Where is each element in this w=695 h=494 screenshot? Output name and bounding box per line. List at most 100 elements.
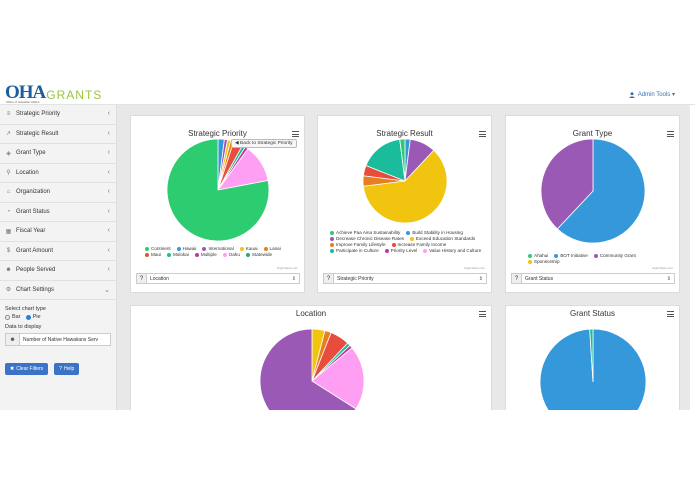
- legend-item[interactable]: Achieve Paa Aina Sustainability: [330, 230, 400, 236]
- legend-item[interactable]: Hawaii: [176, 246, 196, 252]
- legend-item[interactable]: Lanai: [263, 246, 281, 252]
- pie-slice-community-grant[interactable]: [540, 138, 594, 230]
- logo-grants-text: GRANTS: [46, 88, 103, 102]
- legend-label: Increase Family Income: [397, 242, 447, 247]
- pie-chart[interactable]: [539, 328, 647, 410]
- back-to-strategic-priority-button[interactable]: ◀ Back to Strategic Priority: [231, 139, 297, 148]
- legend-label: Statewide: [251, 252, 273, 257]
- legend-item[interactable]: Multiple: [194, 252, 217, 258]
- legend-label: Continent: [151, 246, 171, 251]
- legend-item[interactable]: Exceed Education Standards: [409, 236, 476, 242]
- pie-radio[interactable]: [25, 314, 31, 320]
- legend-label: Oahu: [228, 252, 240, 257]
- legend-item[interactable]: Continent: [145, 246, 171, 252]
- legend-label: BOT Initiative: [560, 253, 588, 258]
- legend-swatch: [245, 253, 250, 257]
- sidebar-item-organization[interactable]: ⌂ Organization ‹: [0, 183, 116, 203]
- question-icon: ?: [59, 366, 62, 372]
- legend-label: Improve Family Lifestyle: [336, 242, 386, 247]
- help-button[interactable]: ? Help: [54, 363, 80, 375]
- chart-menu-icon[interactable]: [667, 311, 674, 317]
- pie-chart[interactable]: [259, 328, 365, 410]
- users-icon: ☻: [5, 267, 12, 274]
- map-marker-icon: ⚲: [6, 170, 11, 177]
- legend-item[interactable]: BOT Initiative: [554, 253, 588, 259]
- legend-item[interactable]: Participate in Culture: [330, 248, 379, 254]
- sidebar-item-strategic-priority[interactable]: ≡ Strategic Priority ‹: [0, 105, 116, 125]
- sidebar-item-fiscal-year[interactable]: ▦ Fiscal Year ‹: [0, 222, 116, 242]
- legend-item[interactable]: Improve Family Lifestyle: [330, 242, 386, 248]
- admin-tools-menu[interactable]: Admin Tools ▾: [628, 91, 675, 98]
- clear-filters-button[interactable]: ✖ Clear Filters: [5, 363, 49, 375]
- pie-chart[interactable]: [166, 138, 270, 242]
- legend-swatch: [384, 249, 389, 253]
- legend-label: Multiple: [200, 252, 217, 257]
- help-question-button[interactable]: ?: [323, 273, 334, 284]
- chart-menu-icon[interactable]: [292, 131, 299, 137]
- data-display-label: Data to display: [5, 324, 42, 330]
- chart-menu-icon[interactable]: [479, 131, 486, 137]
- legend-label: Exceed Education Standards: [415, 236, 476, 241]
- sidebar-item-grant-amount[interactable]: $ Grant Amount ‹: [0, 242, 116, 261]
- location-card: Location: [130, 305, 492, 410]
- back-button-label: Back to Strategic Priority: [240, 141, 293, 146]
- chevron-left-icon: ‹: [107, 227, 110, 234]
- chevron-left-icon: ‹: [107, 168, 110, 176]
- legend-item[interactable]: Statewide: [245, 252, 273, 258]
- pie-slice-hawaii[interactable]: [259, 328, 357, 410]
- legend-item[interactable]: Kauai: [239, 246, 258, 252]
- sidebar-item-label: Organization: [16, 189, 51, 196]
- legend-item[interactable]: Community Grant: [593, 253, 636, 259]
- sidebar-item-location[interactable]: ⚲ Location ‹: [0, 164, 116, 183]
- help-question-button[interactable]: ?: [136, 273, 147, 284]
- chevron-left-icon: ‹: [107, 207, 110, 215]
- help-question-button[interactable]: ?: [511, 273, 522, 284]
- drilldown-select[interactable]: Grant Status ⇕: [522, 273, 675, 284]
- oha-grants-logo[interactable]: OHA GRANTS: [5, 83, 103, 102]
- legend-item[interactable]: Decrease Chronic Disease Rates: [330, 236, 404, 242]
- sidebar-item-chart-settings[interactable]: ⚙ Chart Settings ⌄: [0, 281, 116, 300]
- grant-status-card: Grant Status: [505, 305, 680, 410]
- top-bar: [0, 78, 695, 105]
- pie-chart[interactable]: [540, 138, 646, 244]
- legend-item[interactable]: Priority Level: [384, 248, 417, 254]
- chevron-left-icon: ‹: [107, 266, 110, 273]
- pie-slice-exceed-education-standards[interactable]: [362, 149, 448, 224]
- legend-swatch: [330, 231, 334, 235]
- sidebar-item-grant-type[interactable]: ◈ Grant Type ‹: [0, 144, 116, 164]
- legend-swatch: [409, 237, 414, 241]
- sidebar-item-grant-status[interactable]: ◔ Grant Status ‹: [0, 203, 116, 222]
- pie-slice-oahu[interactable]: [311, 347, 365, 410]
- data-display-select[interactable]: Number of Native Hawaiians Serv: [20, 333, 111, 346]
- legend-item[interactable]: Increase Family Income: [391, 242, 447, 248]
- legend-item[interactable]: Ahahui: [528, 253, 548, 259]
- pie-slice-closed[interactable]: [589, 328, 594, 383]
- legend-swatch: [391, 243, 396, 247]
- sidebar-item-strategic-result[interactable]: ↗ Strategic Result ‹: [0, 125, 116, 144]
- legend-item[interactable]: Build Stability in Housing: [406, 230, 463, 236]
- pie-slice-bot-initiative[interactable]: [556, 138, 646, 244]
- legend-item[interactable]: Oahu: [222, 252, 240, 258]
- pie-slice-continent[interactable]: [166, 138, 270, 242]
- drilldown-select[interactable]: Location ⇕: [147, 273, 300, 284]
- chart-menu-icon[interactable]: [479, 311, 486, 317]
- legend-item[interactable]: Value History and Culture: [423, 248, 481, 254]
- legend-swatch: [330, 237, 334, 241]
- chart-menu-icon[interactable]: [667, 131, 674, 137]
- legend-item[interactable]: Maui: [145, 252, 161, 258]
- legend-item[interactable]: Molokai: [166, 252, 189, 258]
- pie-chart[interactable]: [362, 138, 448, 224]
- sidebar-item-people-served[interactable]: ☻ People Served ‹: [0, 261, 116, 281]
- pie-radio-label: Pie: [32, 314, 41, 320]
- pie-slice-participate-in-culture[interactable]: [365, 138, 406, 182]
- legend-label: Value History and Culture: [429, 248, 482, 253]
- pie-slice-achieve-paa-aina-sustainability[interactable]: [399, 138, 406, 182]
- drilldown-select[interactable]: Strategic Priority ⇕: [334, 273, 487, 284]
- legend-item[interactable]: Sponsorship: [528, 259, 560, 265]
- bar-radio[interactable]: [5, 314, 10, 320]
- chart-legend: Achieve Paa Aina Sustainability Build Sta…: [330, 230, 490, 254]
- sidebar-item-label: Location: [16, 169, 39, 176]
- legend-item[interactable]: International: [202, 246, 234, 252]
- select-arrow-icon: ⇕: [291, 275, 296, 282]
- chevron-down-icon: ⌄: [104, 286, 110, 294]
